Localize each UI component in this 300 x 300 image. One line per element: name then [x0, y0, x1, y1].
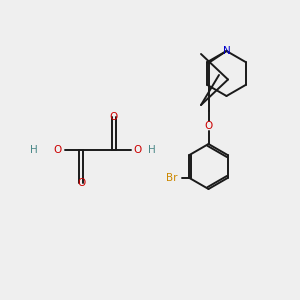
Text: Br: Br	[166, 173, 177, 183]
Text: H: H	[30, 145, 38, 155]
Text: N: N	[223, 46, 230, 56]
Text: O: O	[53, 145, 61, 155]
Text: O: O	[204, 121, 213, 131]
Text: O: O	[134, 145, 142, 155]
Text: O: O	[110, 112, 118, 122]
Text: H: H	[148, 145, 155, 155]
Text: O: O	[77, 178, 85, 188]
